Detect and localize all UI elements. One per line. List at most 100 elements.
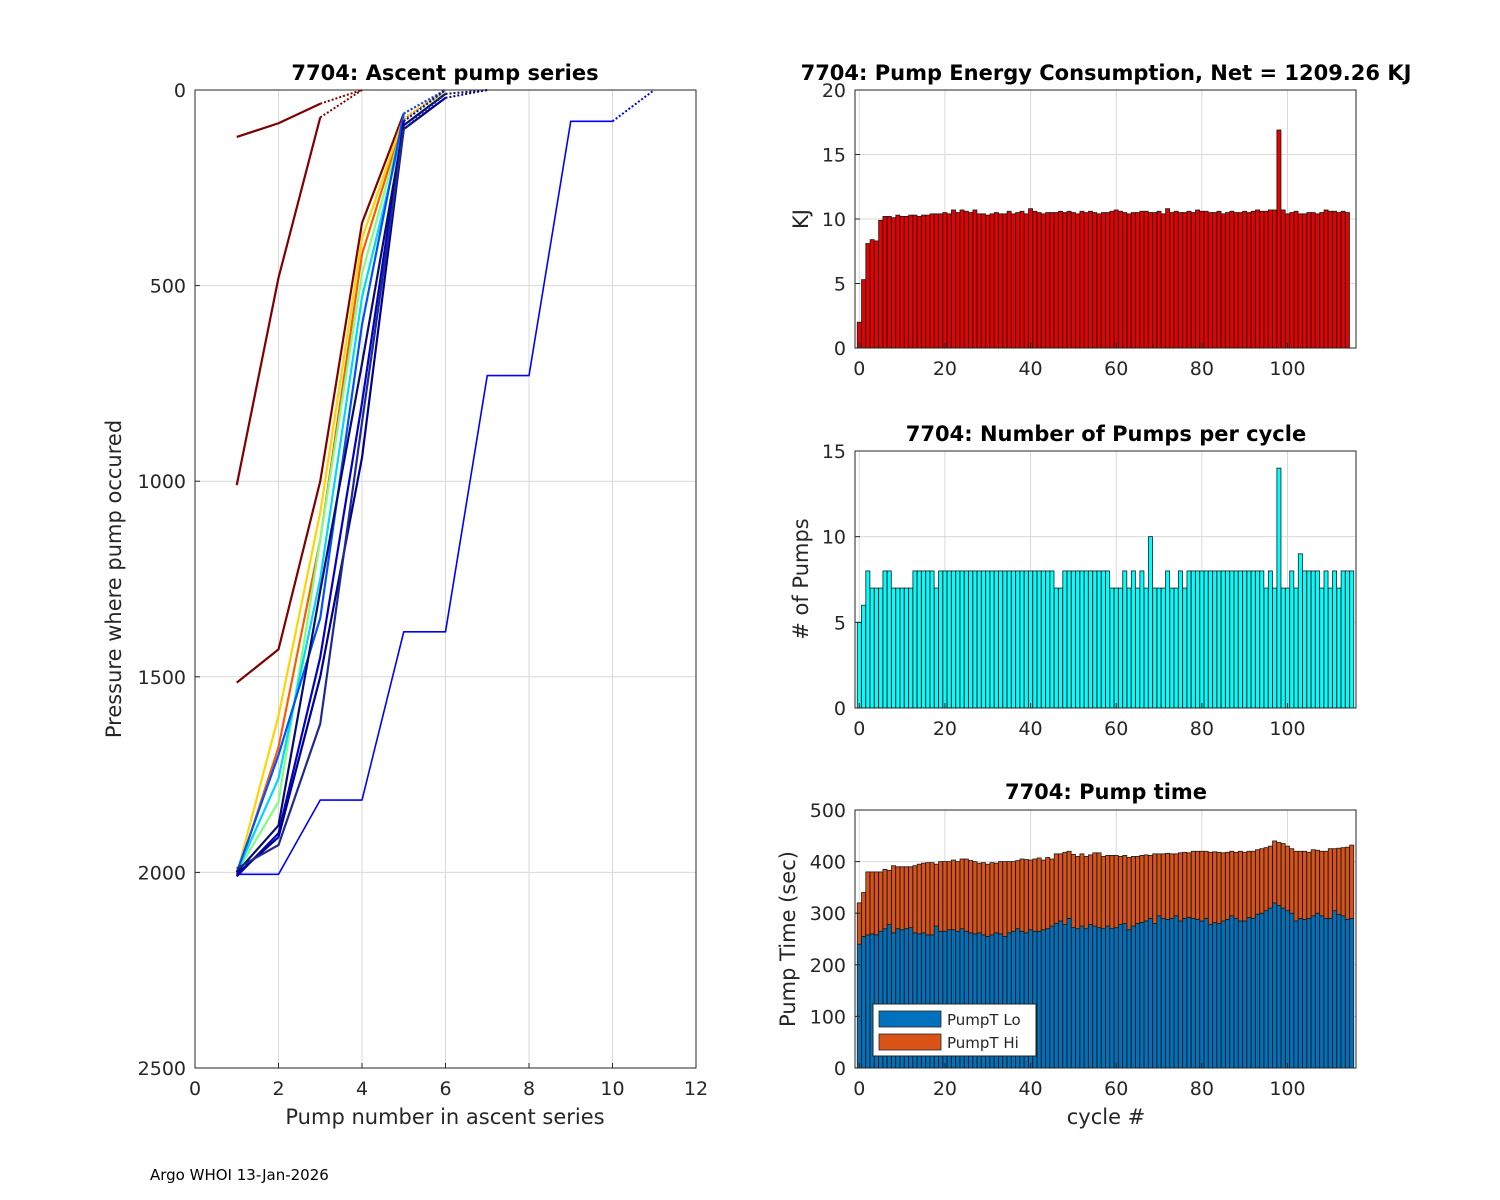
pumptime-bar-hi xyxy=(1327,848,1333,919)
energy-bar xyxy=(1100,212,1106,349)
pumptime-bar-hi xyxy=(972,861,978,935)
pumptime-legend[interactable]: PumpT Lo PumpT Hi xyxy=(872,1003,1037,1057)
energy-bar xyxy=(921,214,926,349)
ascent-line-tail-mid-2 xyxy=(403,91,447,119)
pumptime-bar-hi xyxy=(873,871,879,936)
pumptime-bar-lo xyxy=(1045,928,1051,1069)
pumptime-bar-lo xyxy=(1315,912,1320,1069)
pumptime-bar-hi xyxy=(1289,848,1295,914)
energy-bar xyxy=(1310,212,1316,349)
pumps-ytick-label: 15 xyxy=(822,441,846,463)
energy-bar xyxy=(1285,213,1290,349)
pumptime-bar-hi xyxy=(1242,851,1248,922)
energy-bar xyxy=(1002,213,1008,349)
pumps-bar xyxy=(891,587,896,709)
pumptime-bar-lo xyxy=(1237,920,1243,1069)
pumptime-bar-hi xyxy=(1019,858,1025,932)
pumptime-bars xyxy=(856,840,1355,1069)
energy-bar xyxy=(1028,208,1033,349)
pumptime-bar-hi xyxy=(878,871,884,932)
pumptime-bar-hi xyxy=(916,863,922,935)
pumptime-bar-hi xyxy=(1070,853,1076,929)
energy-bar xyxy=(1203,210,1209,349)
pumptime-bar-hi xyxy=(1207,851,1213,925)
pumps-tick-labels: 0 20 40 60 80 100 0 5 10 15 xyxy=(822,441,1306,740)
energy-bar xyxy=(1169,212,1175,349)
pumptime-bar-lo xyxy=(1092,925,1098,1069)
energy-bar xyxy=(861,279,866,349)
energy-bar xyxy=(1173,210,1179,349)
ascent-xtick-label: 2 xyxy=(272,1078,284,1100)
pumptime-bar-hi xyxy=(1280,843,1286,909)
pumps-bar xyxy=(912,570,918,709)
pumptime-ytick-label: 0 xyxy=(834,1058,846,1080)
energy-bar xyxy=(908,214,914,349)
pumptime-bar-hi xyxy=(1190,850,1196,919)
pumptime-ytick-label: 200 xyxy=(810,955,846,977)
energy-ytick-label: 5 xyxy=(834,274,846,296)
pumps-bar xyxy=(989,570,995,709)
energy-bar xyxy=(1075,213,1081,349)
pumptime-bar-lo xyxy=(1152,923,1158,1069)
energy-bar xyxy=(942,212,948,349)
pumptime-bar-hi xyxy=(938,861,944,932)
pumptime-bar-hi xyxy=(1285,845,1290,912)
energy-ytick-label: 0 xyxy=(834,338,846,360)
energy-bar xyxy=(916,216,922,349)
pumptime-bar-lo xyxy=(1259,912,1265,1069)
pumps-bar xyxy=(1259,570,1265,709)
energy-bar xyxy=(1019,210,1025,349)
energy-bar xyxy=(869,239,875,349)
pumptime-bar-hi xyxy=(976,862,982,934)
pumptime-bar-hi xyxy=(1340,847,1346,917)
pumptime-bar-hi xyxy=(1053,853,1059,924)
energy-tick-labels: 0 20 40 60 80 100 0 5 10 15 20 xyxy=(822,80,1306,380)
ascent-xtick-label: 6 xyxy=(439,1078,451,1100)
energy-bar xyxy=(1302,213,1308,349)
pumptime-bar-hi xyxy=(1058,853,1063,922)
pumptime-bar-lo xyxy=(1109,928,1115,1069)
pumptime-bar-hi xyxy=(1332,848,1338,912)
pumps-bar xyxy=(1156,587,1162,709)
pumptime-bar-hi xyxy=(993,862,999,934)
pumps-title: 7704: Number of Pumps per cycle xyxy=(906,422,1306,446)
ascent-line-early-1 xyxy=(236,102,321,138)
pumps-bar xyxy=(1349,570,1355,709)
pumptime-xtick-label: 40 xyxy=(1018,1078,1042,1100)
pumptime-bar-lo xyxy=(1160,917,1166,1069)
pumps-bar xyxy=(1118,587,1123,709)
pumps-bar xyxy=(955,570,961,709)
legend-label-hi: PumpT Hi xyxy=(947,1034,1019,1052)
pumptime-bar-hi xyxy=(1165,852,1171,920)
pumps-bar xyxy=(1289,570,1295,709)
energy-bar xyxy=(878,219,884,349)
pumptime-bar-lo xyxy=(1229,915,1235,1069)
energy-ytick-label: 20 xyxy=(822,80,846,102)
pumptime-bar-hi xyxy=(1319,850,1325,917)
energy-ylabel: KJ xyxy=(789,209,813,229)
ascent-line-late-2 xyxy=(235,121,405,878)
pumptime-bar-hi xyxy=(1220,852,1226,922)
pumps-ytick-label: 0 xyxy=(834,698,846,720)
pumps-bar xyxy=(1293,587,1299,709)
pumptime-bar-hi xyxy=(1113,855,1119,929)
pumptime-bar-hi xyxy=(1178,852,1183,922)
pumptime-bar-lo xyxy=(1173,915,1179,1069)
energy-bar xyxy=(972,209,978,349)
pumps-bar xyxy=(1302,570,1308,709)
pumps-bar xyxy=(1242,570,1248,709)
pumptime-bar-lo xyxy=(1203,917,1209,1069)
energy-bar xyxy=(886,216,892,349)
ascent-line-tail-late-4 xyxy=(445,89,488,95)
pumptime-bar-hi xyxy=(1148,855,1153,919)
pumptime-bar-hi xyxy=(946,861,952,931)
ascent-ylabel: Pressure where pump occured xyxy=(102,420,126,738)
pumps-bar xyxy=(1216,570,1222,709)
pumptime-bar-lo xyxy=(1079,925,1085,1069)
pumptime-bar-hi xyxy=(1225,851,1230,920)
pumptime-xlabel: cycle # xyxy=(1067,1105,1146,1129)
pumptime-bar-hi xyxy=(1015,860,1021,930)
pumptime-title: 7704: Pump time xyxy=(1005,780,1207,804)
energy-bar xyxy=(1190,212,1196,349)
pumps-bar xyxy=(951,570,956,709)
